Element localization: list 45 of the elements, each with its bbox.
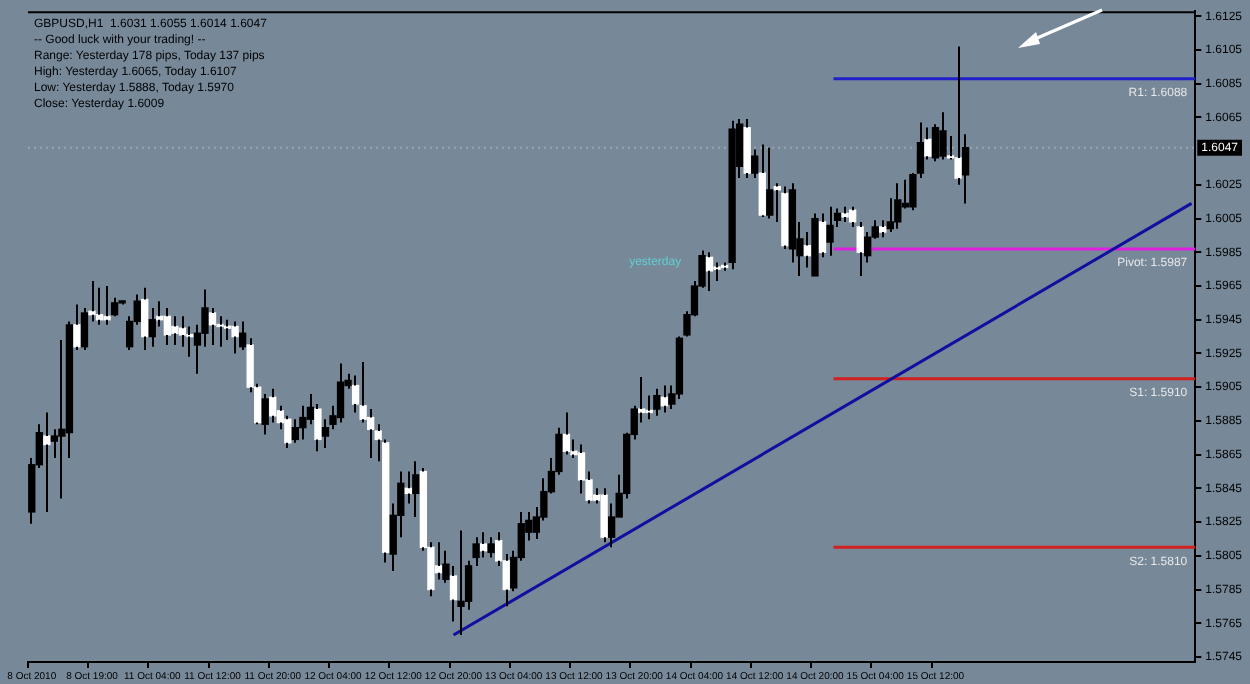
candlestick xyxy=(705,251,714,293)
candlestick xyxy=(412,460,420,518)
candlestick xyxy=(751,148,759,180)
candlestick xyxy=(713,261,721,282)
candlestick xyxy=(826,205,834,257)
candlestick xyxy=(788,182,797,264)
candlestick xyxy=(261,392,269,436)
candlestick xyxy=(208,306,217,347)
candlestick xyxy=(728,119,736,271)
candlestick xyxy=(653,387,661,417)
candlestick xyxy=(163,306,171,347)
candlestick xyxy=(269,387,277,424)
candlestick xyxy=(291,418,300,444)
candlestick xyxy=(879,219,887,239)
candlestick xyxy=(939,111,947,161)
candlestick xyxy=(600,487,608,544)
candlestick xyxy=(148,306,156,348)
candlestick xyxy=(758,143,766,218)
candlestick xyxy=(314,403,322,453)
candlestick xyxy=(186,325,194,358)
candlestick xyxy=(367,408,375,459)
candlestick xyxy=(457,529,465,637)
candlestick xyxy=(479,531,488,559)
candlestick xyxy=(577,443,586,495)
candlestick xyxy=(299,404,307,441)
candlestick xyxy=(321,418,330,449)
candlestick xyxy=(382,438,390,564)
candlestick xyxy=(103,285,111,326)
candlestick xyxy=(856,220,864,277)
candlestick xyxy=(894,182,902,230)
candlestick xyxy=(231,320,239,355)
candlestick xyxy=(359,360,367,424)
candlestick xyxy=(178,315,187,348)
candlestick xyxy=(442,549,450,584)
candlestick xyxy=(171,315,179,347)
candlestick xyxy=(841,205,849,223)
candlestick xyxy=(43,411,51,513)
candlestick xyxy=(306,392,315,426)
candlestick xyxy=(201,288,209,348)
candlestick xyxy=(766,146,774,220)
candlestick xyxy=(472,536,480,567)
candlestick xyxy=(487,536,495,559)
candlestick xyxy=(743,118,751,180)
candlestick xyxy=(336,362,345,424)
candlestick xyxy=(141,286,149,352)
